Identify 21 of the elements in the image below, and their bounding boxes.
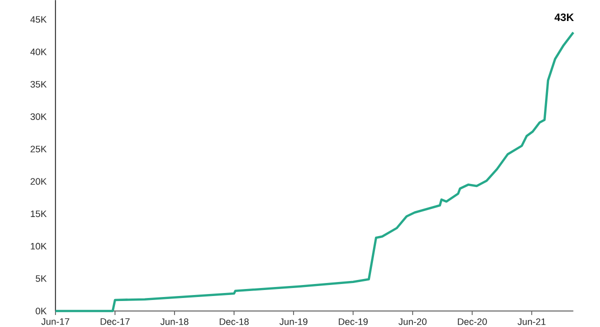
x-tick-label: Jun-21 <box>518 318 546 325</box>
x-tick-label: Jun-18 <box>160 318 188 325</box>
x-tick-label: Jun-19 <box>279 318 308 325</box>
y-tick-label: 35K <box>30 80 47 88</box>
x-tick-label: Dec-19 <box>338 318 368 325</box>
y-tick-label: 45K <box>30 16 47 23</box>
y-tick-label: 25K <box>30 146 47 152</box>
y-tick-label: 40K <box>30 48 47 56</box>
line-series <box>54 31 574 312</box>
y-tick-label: 20K <box>30 178 47 185</box>
x-tick-label: Dec-20 <box>458 318 487 325</box>
y-tick-label: 10K <box>30 242 47 250</box>
annotation: 43K <box>554 14 574 22</box>
x-tick-label: Jun-17 <box>41 318 70 325</box>
y-tick-label: 5K <box>36 275 47 282</box>
y-tick-label: 0K <box>36 308 47 314</box>
x-tick-label: Dec-18 <box>220 318 249 325</box>
y-tick-label: 15K <box>30 210 47 218</box>
y-tick-label: 30K <box>30 113 47 120</box>
x-tick-label: Jun-20 <box>398 318 427 325</box>
x-tick-label: Dec-17 <box>100 318 130 325</box>
